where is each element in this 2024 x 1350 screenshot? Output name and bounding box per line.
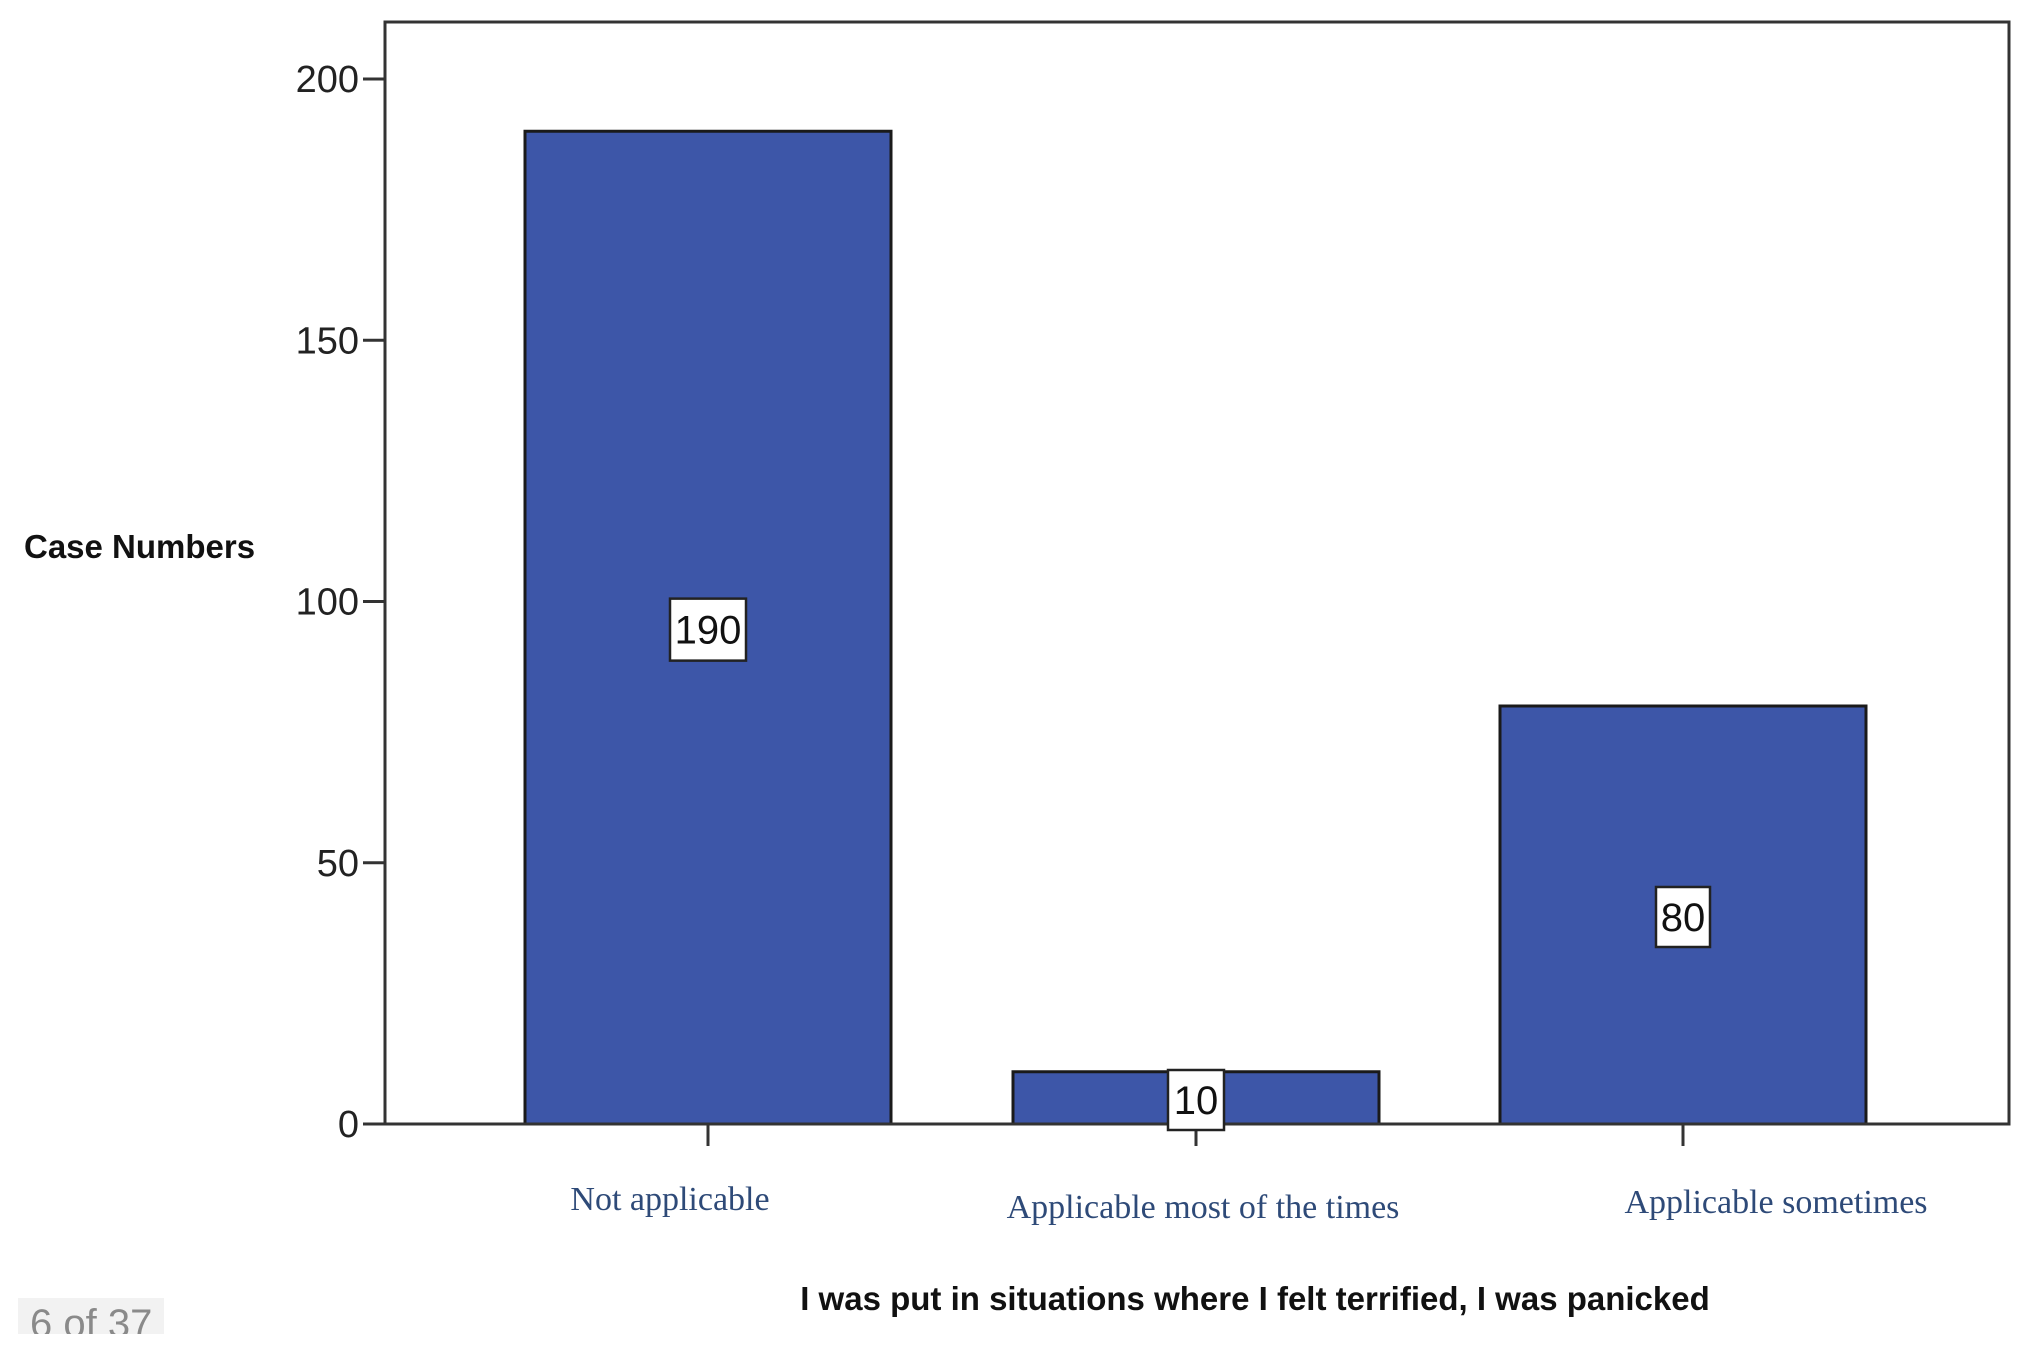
x-axis: Not applicable Applicable most of the tim… (385, 1122, 2009, 1226)
y-tick-label: 50 (317, 843, 359, 885)
data-label-box (668, 597, 748, 662)
data-label: 190 (675, 609, 742, 653)
data-label-box (1166, 1068, 1226, 1132)
data-label: 10 (1174, 1079, 1219, 1123)
data-label-box (1654, 885, 1712, 949)
data-labels: 190 10 80 (668, 597, 1712, 1132)
page-indicator: 6 of 37 (18, 1298, 165, 1334)
y-tick-label: 150 (296, 320, 359, 362)
y-tick-label: 200 (296, 59, 359, 101)
y-axis-label: Case Numbers (24, 528, 255, 565)
x-axis-label: I was put in situations where I felt ter… (800, 1280, 1710, 1317)
x-tick-label: Not applicable (570, 1181, 769, 1218)
bars (523, 129, 1868, 1126)
data-label: 80 (1661, 896, 1706, 940)
y-tick-label: 100 (296, 582, 359, 624)
x-tick-label: Applicable most of the times (1007, 1189, 1400, 1226)
y-tick-label: 0 (338, 1104, 359, 1146)
x-tick-label: Applicable sometimes (1624, 1184, 1927, 1221)
y-axis: 0 50 100 150 200 (296, 59, 385, 1146)
